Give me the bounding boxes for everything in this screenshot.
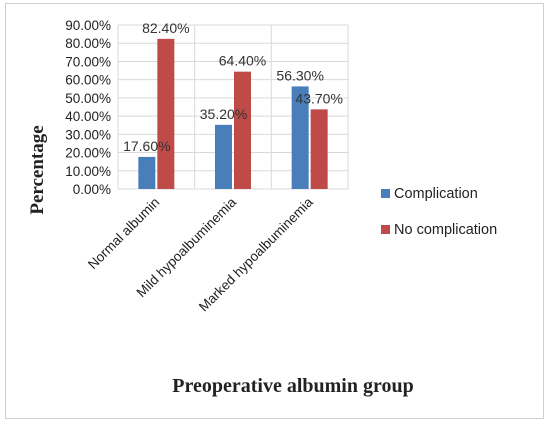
y-axis-title: Percentage	[27, 125, 48, 214]
x-axis-title: Preoperative albumin group	[172, 375, 413, 397]
bar-no-complication	[234, 71, 251, 189]
y-tick-label: 0.00%	[73, 182, 111, 197]
legend-label: No complication	[394, 222, 497, 238]
y-tick-label: 20.00%	[65, 146, 111, 161]
y-tick-label: 70.00%	[65, 54, 111, 69]
data-label: 64.40%	[219, 53, 266, 69]
data-label: 82.40%	[142, 20, 189, 36]
bar-no-complication	[310, 109, 328, 189]
chart-frame	[5, 3, 544, 419]
y-tick-label: 80.00%	[65, 36, 111, 51]
legend-swatch	[381, 225, 390, 234]
data-label: 56.30%	[276, 67, 323, 83]
y-tick-label: 90.00%	[65, 18, 111, 33]
legend-label: Complication	[394, 186, 478, 202]
data-label: 43.70%	[295, 90, 342, 106]
data-labels: 17.60% 82.40% 35.20% 64.40% 56.30% 43.70%	[123, 20, 343, 154]
bar-no-complication	[157, 38, 175, 189]
bar-complication	[215, 124, 232, 189]
y-tick-label: 30.00%	[65, 127, 111, 142]
y-tick-label: 60.00%	[65, 73, 111, 88]
data-label: 35.20%	[200, 106, 247, 122]
bars	[138, 38, 328, 189]
data-label: 17.60%	[123, 138, 170, 154]
y-tick-label: 10.00%	[65, 164, 111, 179]
y-tick-label: 40.00%	[65, 109, 111, 124]
y-axis-ticks: 0.00% 10.00% 20.00% 30.00% 40.00% 50.00% 60.00…	[65, 18, 111, 197]
gridlines	[117, 24, 349, 190]
legend: Complication No complication	[381, 186, 497, 238]
category-label: Normal albumin	[85, 195, 162, 272]
y-tick-label: 50.00%	[65, 91, 111, 106]
bar-complication	[138, 156, 156, 189]
legend-swatch	[381, 189, 390, 198]
bar-complication	[291, 86, 309, 189]
